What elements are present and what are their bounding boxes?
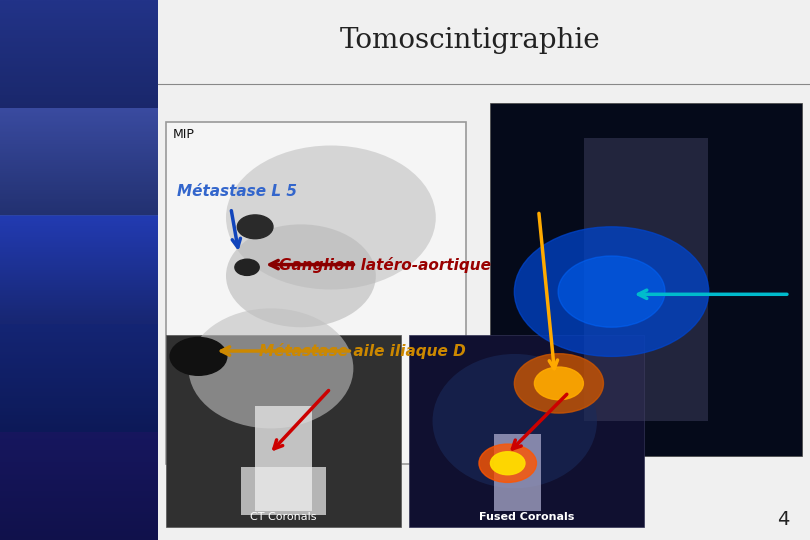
Bar bbox=[0, 324, 158, 432]
Bar bbox=[583, 138, 708, 421]
Circle shape bbox=[514, 227, 709, 356]
Bar bbox=[409, 335, 644, 526]
Ellipse shape bbox=[189, 308, 353, 428]
Circle shape bbox=[514, 354, 603, 413]
Bar bbox=[493, 435, 540, 511]
Ellipse shape bbox=[226, 145, 436, 289]
Bar bbox=[255, 406, 312, 511]
Text: CT Coronals: CT Coronals bbox=[250, 512, 317, 522]
Text: MIP: MIP bbox=[173, 128, 194, 141]
Circle shape bbox=[491, 452, 525, 475]
Text: 4: 4 bbox=[778, 510, 790, 529]
Bar bbox=[166, 122, 466, 464]
Bar bbox=[166, 335, 401, 526]
Bar bbox=[0, 108, 158, 216]
Bar bbox=[0, 0, 158, 108]
Ellipse shape bbox=[433, 354, 597, 488]
Ellipse shape bbox=[226, 224, 376, 327]
Bar bbox=[241, 467, 326, 515]
Circle shape bbox=[170, 338, 227, 375]
Bar bbox=[0, 216, 158, 324]
Circle shape bbox=[535, 367, 583, 400]
Text: Fused Coronals: Fused Coronals bbox=[479, 512, 574, 522]
Circle shape bbox=[479, 444, 536, 482]
Text: Tomoscintigraphie: Tomoscintigraphie bbox=[339, 27, 600, 54]
Text: Métastase L 5: Métastase L 5 bbox=[177, 184, 296, 199]
Bar bbox=[490, 103, 802, 456]
Bar bbox=[0, 432, 158, 540]
Circle shape bbox=[237, 215, 273, 239]
Circle shape bbox=[558, 256, 665, 327]
Text: Ganglion latéro-aortique: Ganglion latéro-aortique bbox=[279, 256, 492, 273]
Text: Métastase aile iliaque D: Métastase aile iliaque D bbox=[259, 343, 466, 359]
Circle shape bbox=[235, 259, 259, 275]
